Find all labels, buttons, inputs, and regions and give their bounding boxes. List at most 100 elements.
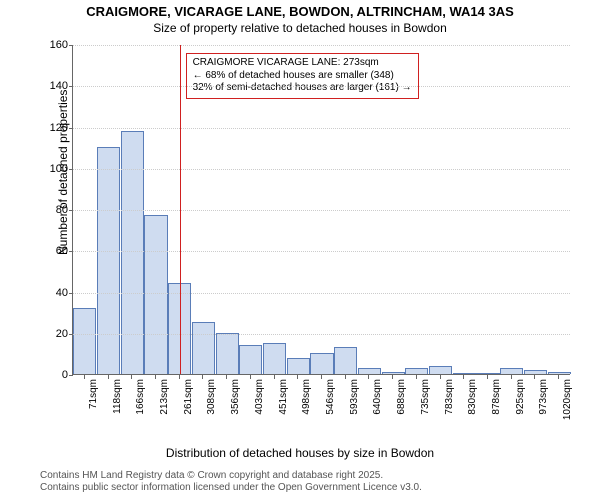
chart-title: CRAIGMORE, VICARAGE LANE, BOWDON, ALTRIN… bbox=[0, 4, 600, 21]
x-tick-mark bbox=[558, 375, 559, 379]
x-tick-label: 830sqm bbox=[467, 379, 478, 415]
plot-area: CRAIGMORE VICARAGE LANE: 273sqm← 68% of … bbox=[72, 45, 570, 375]
x-tick-label: 973sqm bbox=[538, 379, 549, 415]
grid-line bbox=[73, 45, 570, 46]
y-tick-label: 40 bbox=[38, 287, 68, 299]
grid-line bbox=[73, 86, 570, 87]
y-tick-mark bbox=[69, 334, 73, 335]
x-tick-mark bbox=[321, 375, 322, 379]
x-tick-label: 546sqm bbox=[325, 379, 336, 415]
x-tick-label: 356sqm bbox=[230, 379, 241, 415]
x-tick-label: 308sqm bbox=[206, 379, 217, 415]
x-tick-label: 451sqm bbox=[278, 379, 289, 415]
x-tick-mark bbox=[155, 375, 156, 379]
x-tick-mark bbox=[440, 375, 441, 379]
x-tick-label: 688sqm bbox=[396, 379, 407, 415]
chart-area: Number of detached properties CRAIGMORE … bbox=[50, 45, 570, 400]
grid-line bbox=[73, 210, 570, 211]
y-tick-label: 100 bbox=[38, 163, 68, 175]
y-tick-label: 0 bbox=[38, 369, 68, 381]
y-tick-label: 80 bbox=[38, 204, 68, 216]
y-tick-mark bbox=[69, 251, 73, 252]
bar bbox=[73, 308, 96, 374]
annotation-line: ← 68% of detached houses are smaller (34… bbox=[193, 70, 412, 83]
x-axis-label: Distribution of detached houses by size … bbox=[0, 446, 600, 460]
chart-container: CRAIGMORE, VICARAGE LANE, BOWDON, ALTRIN… bbox=[0, 0, 600, 500]
x-tick-mark bbox=[463, 375, 464, 379]
x-tick-mark bbox=[345, 375, 346, 379]
bar bbox=[548, 372, 571, 374]
x-tick-mark bbox=[487, 375, 488, 379]
title-block: CRAIGMORE, VICARAGE LANE, BOWDON, ALTRIN… bbox=[0, 0, 600, 36]
y-tick-label: 140 bbox=[38, 80, 68, 92]
x-tick-mark bbox=[108, 375, 109, 379]
y-tick-mark bbox=[69, 375, 73, 376]
annotation-box: CRAIGMORE VICARAGE LANE: 273sqm← 68% of … bbox=[186, 53, 419, 99]
bar bbox=[476, 373, 499, 374]
grid-line bbox=[73, 251, 570, 252]
y-tick-mark bbox=[69, 128, 73, 129]
grid-line bbox=[73, 169, 570, 170]
y-tick-mark bbox=[69, 210, 73, 211]
x-tick-label: 118sqm bbox=[112, 379, 123, 414]
x-tick-mark bbox=[274, 375, 275, 379]
x-tick-mark bbox=[202, 375, 203, 379]
x-tick-mark bbox=[250, 375, 251, 379]
y-tick-mark bbox=[69, 293, 73, 294]
y-tick-label: 20 bbox=[38, 328, 68, 340]
x-tick-label: 878sqm bbox=[491, 379, 502, 415]
footnote-line-1: Contains HM Land Registry data © Crown c… bbox=[40, 470, 422, 482]
bar bbox=[382, 372, 405, 374]
x-tick-mark bbox=[511, 375, 512, 379]
x-tick-label: 166sqm bbox=[135, 379, 146, 415]
grid-line bbox=[73, 293, 570, 294]
bar bbox=[263, 343, 286, 374]
bar bbox=[429, 366, 452, 374]
x-tick-mark bbox=[368, 375, 369, 379]
footnote: Contains HM Land Registry data © Crown c… bbox=[40, 470, 422, 494]
x-tick-mark bbox=[534, 375, 535, 379]
y-tick-mark bbox=[69, 169, 73, 170]
x-tick-label: 783sqm bbox=[444, 379, 455, 415]
bar bbox=[453, 373, 476, 374]
x-tick-label: 640sqm bbox=[372, 379, 383, 415]
bar bbox=[405, 368, 428, 374]
x-tick-mark bbox=[179, 375, 180, 379]
y-tick-label: 120 bbox=[38, 122, 68, 134]
x-tick-label: 925sqm bbox=[515, 379, 526, 415]
bar bbox=[500, 368, 523, 374]
x-tick-mark bbox=[416, 375, 417, 379]
x-tick-label: 735sqm bbox=[420, 379, 431, 415]
x-tick-label: 261sqm bbox=[183, 379, 194, 415]
x-tick-label: 593sqm bbox=[349, 379, 360, 415]
chart-subtitle: Size of property relative to detached ho… bbox=[0, 21, 600, 37]
x-tick-label: 71sqm bbox=[88, 379, 99, 409]
x-tick-mark bbox=[131, 375, 132, 379]
bar bbox=[287, 358, 310, 375]
grid-line bbox=[73, 334, 570, 335]
bar bbox=[310, 353, 333, 374]
footnote-line-2: Contains public sector information licen… bbox=[40, 482, 422, 494]
bar bbox=[144, 215, 167, 374]
y-tick-label: 160 bbox=[38, 39, 68, 51]
bar bbox=[216, 333, 239, 374]
x-tick-mark bbox=[297, 375, 298, 379]
bar bbox=[239, 345, 262, 374]
x-tick-label: 498sqm bbox=[301, 379, 312, 415]
annotation-line: 32% of semi-detached houses are larger (… bbox=[193, 82, 412, 95]
bar bbox=[358, 368, 381, 374]
bar bbox=[334, 347, 357, 374]
bar bbox=[121, 131, 144, 374]
bar bbox=[524, 370, 547, 374]
x-tick-mark bbox=[392, 375, 393, 379]
y-tick-mark bbox=[69, 86, 73, 87]
y-tick-mark bbox=[69, 45, 73, 46]
x-tick-label: 213sqm bbox=[159, 379, 170, 415]
x-tick-label: 1020sqm bbox=[562, 379, 573, 420]
x-tick-mark bbox=[84, 375, 85, 379]
annotation-line: CRAIGMORE VICARAGE LANE: 273sqm bbox=[193, 57, 412, 70]
y-tick-label: 60 bbox=[38, 245, 68, 257]
bar bbox=[97, 147, 120, 374]
x-tick-mark bbox=[226, 375, 227, 379]
x-tick-label: 403sqm bbox=[254, 379, 265, 415]
